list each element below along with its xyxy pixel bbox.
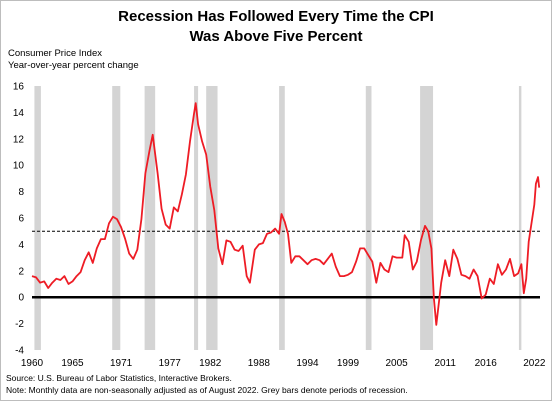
y-tick-label: 8	[18, 187, 24, 198]
recession-bar-8	[518, 86, 522, 350]
recession-bars	[34, 86, 522, 350]
x-tick-label: 2005	[385, 358, 408, 369]
x-tick-label: 1971	[110, 358, 133, 369]
x-tick-label: 2022	[523, 358, 546, 369]
y-tick-label: -4	[15, 346, 24, 357]
x-tick-label: 2011	[434, 358, 456, 369]
recession-bar-6	[365, 86, 372, 350]
y-tick-label: 12	[13, 134, 25, 145]
recession-bar-0	[34, 86, 41, 350]
x-tick-label: 1960	[21, 358, 44, 369]
y-axis-label-line-1: Consumer Price Index	[8, 48, 102, 59]
x-tick-label: 1988	[248, 358, 271, 369]
x-tick-label: 1994	[296, 358, 319, 369]
y-axis-label-line-2: Year-over-year percent change	[8, 60, 139, 71]
y-tick-label: 10	[13, 161, 25, 172]
x-tick-labels: 1960 1965 1971 1977 1982 1988 1994 1999 2005 2011…	[21, 358, 546, 369]
x-tick-label: 1977	[159, 358, 182, 369]
y-tick-label: 0	[18, 293, 24, 304]
recession-bar-5	[279, 86, 285, 350]
footnote: Note: Monthly data are non-seasonally ad…	[6, 385, 408, 395]
y-tick-label: 14	[13, 108, 25, 119]
source-note: Source: U.S. Bureau of Labor Statistics,…	[6, 373, 232, 383]
x-tick-label: 1965	[61, 358, 84, 369]
y-tick-label: 4	[18, 240, 24, 251]
recession-bar-7	[420, 86, 434, 350]
chart-title: Recession Has Followed Every Time the CP…	[0, 7, 552, 47]
x-tick-label: 1982	[199, 358, 222, 369]
recession-bar-2	[144, 86, 156, 350]
x-tick-label: 2016	[475, 358, 498, 369]
y-tick-labels: -4 -2 0 2 4 6 8 10 12 14 16	[13, 82, 25, 357]
y-tick-label: -2	[15, 319, 24, 330]
x-tick-label: 1999	[337, 358, 360, 369]
cpi-series	[31, 102, 541, 326]
recession-bar-3	[194, 86, 199, 350]
title-line-2: Was Above Five Percent	[189, 28, 363, 45]
y-tick-label: 2	[18, 266, 24, 277]
y-tick-label: 16	[13, 82, 25, 93]
y-tick-label: 6	[18, 214, 24, 225]
title-line-1: Recession Has Followed Every Time the CP…	[118, 8, 434, 25]
cpi-line-0	[31, 102, 541, 326]
recession-bar-4	[206, 86, 218, 350]
